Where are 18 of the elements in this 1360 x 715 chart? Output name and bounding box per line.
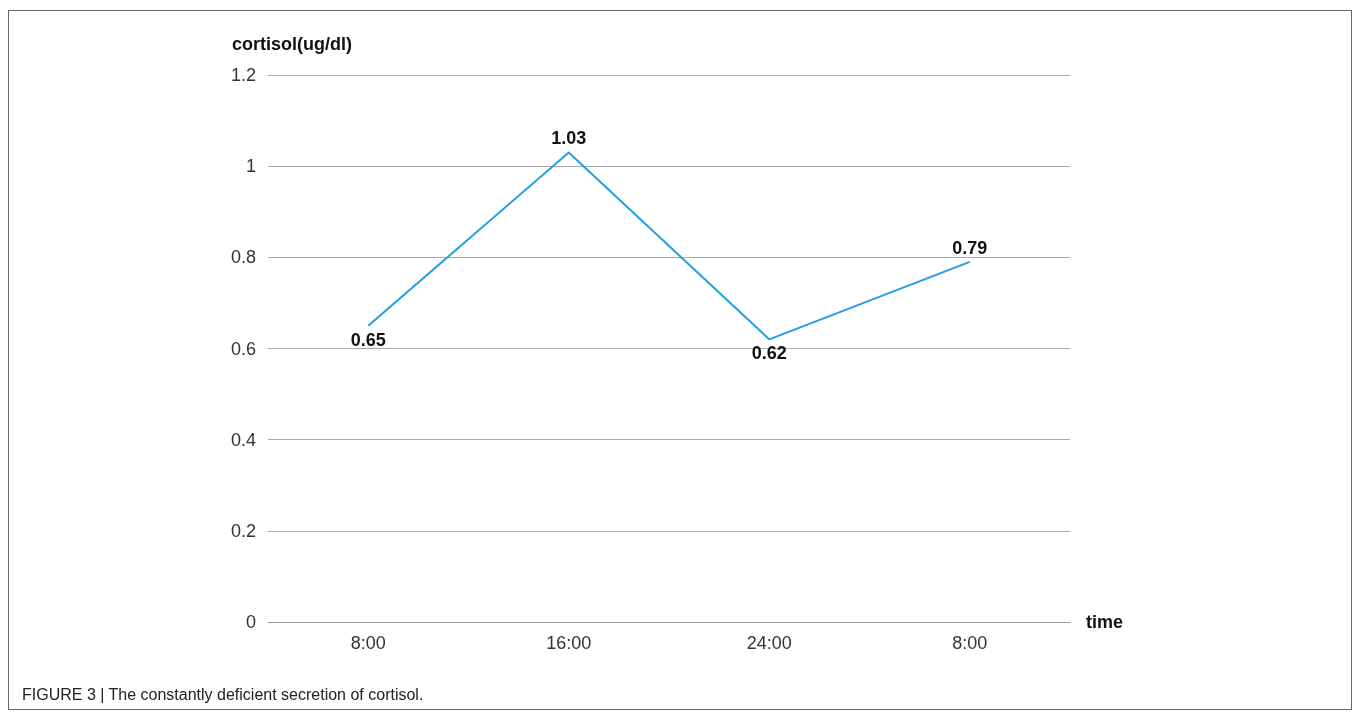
x-tick-label: 16:00 [546, 633, 592, 653]
y-tick-label: 1.2 [230, 65, 256, 85]
y-tick-label: 1 [245, 156, 256, 177]
x-tick-label: 8:00 [350, 633, 386, 653]
y-tick-label: 0.4 [230, 429, 256, 450]
y-tick-label: 0.8 [230, 247, 256, 268]
y-axis-title: cortisol(ug/dl) [232, 34, 352, 54]
y-tick-label: 0.6 [230, 338, 256, 359]
data-label: 0.79 [952, 237, 988, 258]
x-tick-label: 8:00 [952, 633, 988, 653]
caption: FIGURE 3 | The constantly deficient secretion of cortisol. [22, 685, 424, 703]
y-tick-label: 0 [245, 612, 256, 632]
data-label: 0.62 [751, 343, 787, 364]
x-axis-title: time [1086, 612, 1124, 632]
y-tick-label: 0.2 [230, 520, 256, 541]
x-tick-label: 24:00 [746, 633, 792, 653]
data-label: 0.65 [350, 329, 386, 350]
data-label: 1.03 [551, 128, 587, 149]
